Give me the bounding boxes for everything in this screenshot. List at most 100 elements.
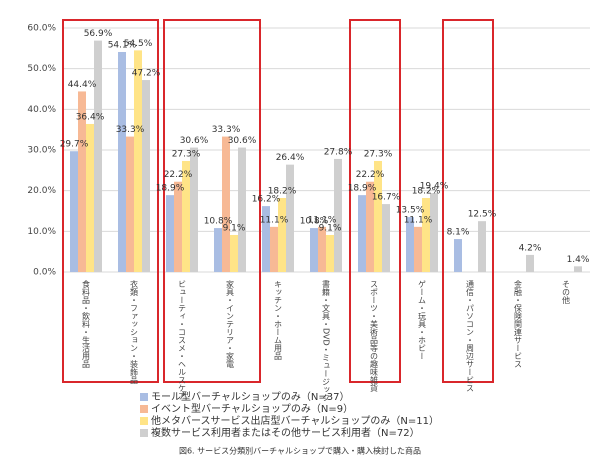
y-tick-label: 30.0% [27, 146, 56, 156]
bar [222, 136, 230, 272]
y-tick-label: 40.0% [27, 105, 56, 115]
y-tick-label: 60.0% [27, 24, 56, 34]
bar [134, 50, 142, 272]
highlight-box [62, 19, 159, 383]
bar [262, 206, 270, 272]
bar [70, 151, 78, 272]
x-tick-label: 通信・パソコン・周辺サービス [466, 279, 475, 392]
value-label: 33.3% [116, 125, 145, 135]
highlight-box [442, 19, 494, 383]
bar [326, 234, 334, 272]
value-label: 27.8% [324, 147, 353, 157]
value-label: 26.4% [276, 153, 305, 163]
bar [230, 234, 238, 272]
value-label: 10.8% [300, 217, 329, 227]
x-tick-label: キッチン・ホーム用品 [274, 280, 283, 361]
bar [318, 226, 326, 272]
value-label: 29.7% [60, 140, 89, 150]
value-label: 8.1% [447, 228, 470, 238]
bar [334, 158, 342, 272]
y-tick-label: 0.0% [33, 268, 56, 278]
bar [286, 164, 294, 272]
y-tick-label: 50.0% [27, 64, 56, 74]
bar [118, 51, 126, 272]
caption: 図6. サービス分類別バーチャルショップで購入・購入検討した商品 [179, 446, 421, 456]
bar [86, 123, 94, 273]
bar [270, 226, 278, 272]
bar [574, 266, 582, 272]
value-label: 27.3% [172, 149, 201, 159]
value-label: 9.1% [223, 223, 246, 233]
bar [190, 147, 198, 272]
value-label: 4.2% [519, 243, 542, 253]
value-label: 11.1% [404, 215, 433, 225]
value-label: 19.4% [420, 182, 449, 192]
legend-label: モール型バーチャルショップのみ（N=37） [151, 390, 349, 403]
value-label: 10.8% [204, 217, 233, 227]
value-label: 33.3% [212, 125, 241, 135]
legend-label: イベント型バーチャルショップのみ（N=9） [151, 402, 353, 415]
bar [414, 226, 422, 272]
bar [174, 181, 182, 272]
bar [142, 80, 150, 272]
value-label: 16.7% [372, 193, 401, 203]
value-label: 13.5% [396, 206, 425, 216]
value-label: 18.2% [412, 186, 441, 196]
x-tick-label: ゲーム・玩具・ホビー [418, 280, 427, 360]
bar [478, 221, 486, 272]
legend-swatch [140, 393, 148, 401]
bar [374, 160, 382, 272]
bar [526, 254, 534, 272]
x-tick-label: 衣類・ファッション・装飾品 [130, 279, 139, 385]
bar [430, 193, 438, 272]
value-label: 54.5% [124, 39, 153, 49]
bar [310, 228, 318, 272]
legend-swatch [140, 429, 148, 437]
legend-label: 複数サービス利用者またはその他サービス利用者（N=72） [151, 426, 420, 439]
value-label: 22.2% [164, 170, 193, 180]
y-tick-label: 10.0% [27, 227, 56, 237]
value-label: 56.9% [84, 29, 113, 39]
bar [78, 91, 86, 272]
bar [382, 204, 390, 272]
bar [366, 181, 374, 272]
value-label: 30.6% [228, 136, 257, 146]
bar [278, 197, 286, 272]
bar [358, 195, 366, 272]
x-tick-label: ビューティ・コスメ・ヘルスケア [178, 280, 187, 400]
value-label: 27.3% [364, 149, 393, 159]
value-label: 12.5% [468, 210, 497, 220]
highlight-box [163, 19, 261, 383]
bar [454, 239, 462, 272]
bar [182, 160, 190, 272]
value-label: 18.2% [268, 186, 297, 196]
value-label: 11.1% [260, 215, 289, 225]
x-tick-label: その他 [562, 280, 571, 305]
value-label: 11.1% [308, 215, 337, 225]
x-tick-label: 家具・インテリア・家電 [226, 279, 235, 368]
value-label: 44.4% [68, 80, 97, 90]
x-tick-label: 書籍・文具・DVD・ミュージック [322, 279, 331, 402]
value-label: 16.2% [252, 195, 281, 205]
y-tick-label: 20.0% [27, 186, 56, 196]
value-label: 54.1% [108, 40, 137, 50]
bar [214, 228, 222, 272]
bar [238, 147, 246, 272]
legend-swatch [140, 405, 148, 413]
bar [406, 217, 414, 272]
highlight-box [349, 19, 401, 383]
value-label: 47.2% [132, 69, 161, 79]
bar [94, 40, 102, 273]
bar [166, 195, 174, 272]
x-tick-label: スポーツ・美術品等の趣味雑貨 [370, 280, 379, 393]
bar [422, 197, 430, 272]
legend-swatch [140, 417, 148, 425]
x-tick-label: 食料品・飲料・生活用品 [82, 279, 91, 369]
bar [126, 136, 134, 272]
value-label: 36.4% [76, 112, 105, 122]
value-label: 18.9% [348, 184, 377, 194]
value-label: 9.1% [319, 223, 342, 233]
value-label: 18.9% [156, 184, 185, 194]
x-tick-label: 金融・保険関連サービス [514, 279, 523, 368]
